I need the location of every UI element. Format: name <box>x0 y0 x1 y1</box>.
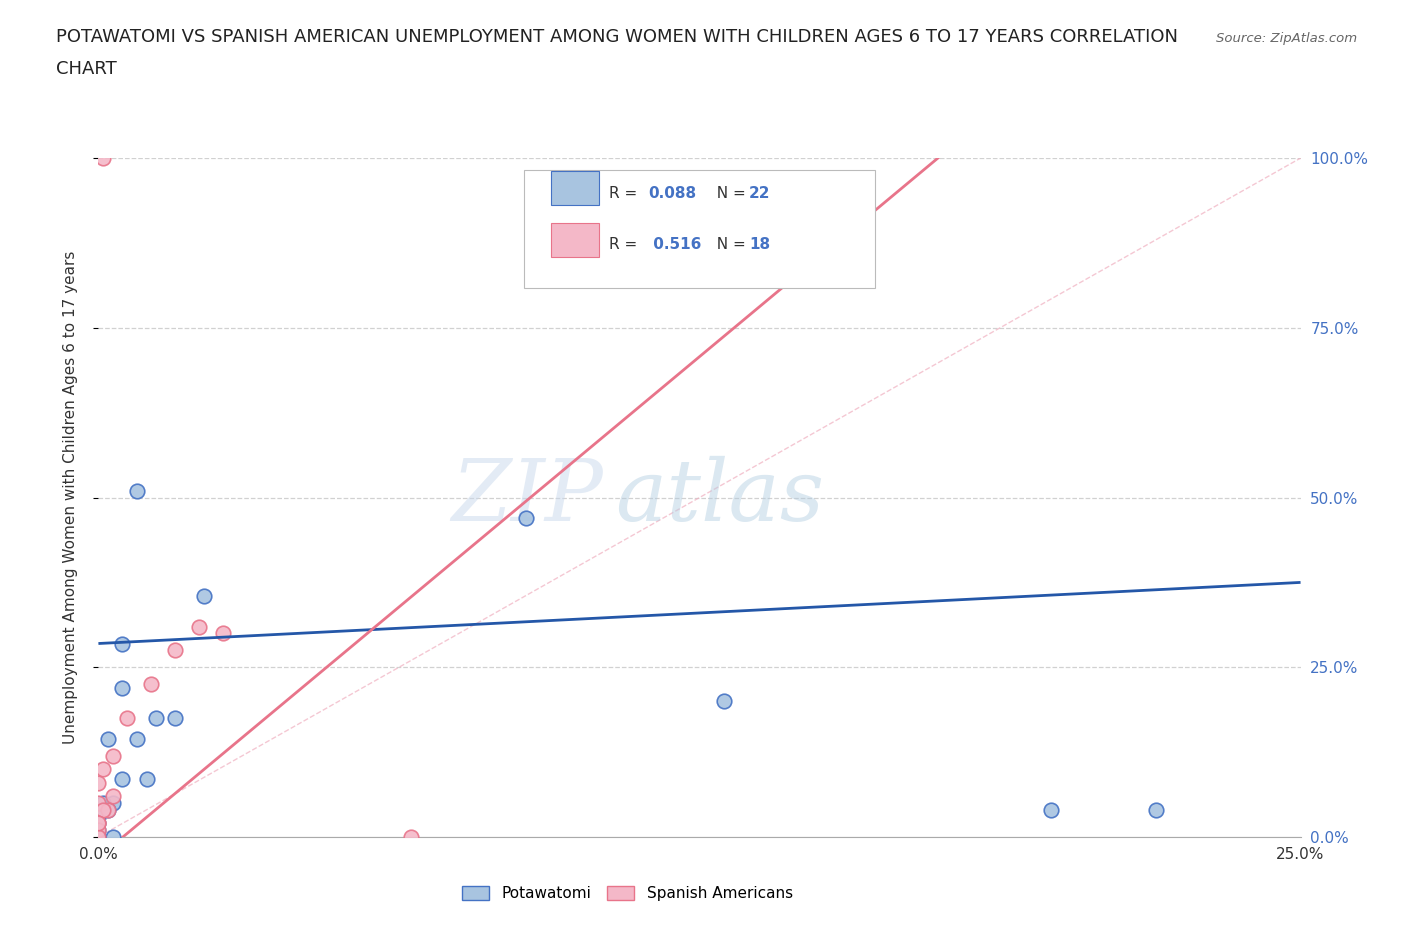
Point <box>111 636 134 651</box>
Point <box>101 830 124 844</box>
Point <box>87 776 110 790</box>
Point <box>101 789 124 804</box>
Text: POTAWATOMI VS SPANISH AMERICAN UNEMPLOYMENT AMONG WOMEN WITH CHILDREN AGES 6 TO : POTAWATOMI VS SPANISH AMERICAN UNEMPLOYM… <box>56 28 1178 46</box>
Point <box>515 511 537 525</box>
Point <box>1144 803 1167 817</box>
Text: atlas: atlas <box>616 457 824 538</box>
Point <box>193 589 215 604</box>
Text: 0.088: 0.088 <box>648 186 696 201</box>
Point <box>91 803 114 817</box>
Point <box>111 680 134 695</box>
Point <box>97 731 120 746</box>
Point <box>87 830 110 844</box>
Point <box>87 816 110 830</box>
Point <box>87 816 110 830</box>
Point <box>91 796 114 811</box>
Point <box>87 809 110 824</box>
Point <box>125 484 148 498</box>
Point <box>91 151 114 166</box>
Point <box>135 772 157 787</box>
Text: R =: R = <box>609 237 641 252</box>
Point <box>141 677 163 692</box>
Point <box>212 626 235 641</box>
Point <box>125 731 148 746</box>
Point <box>399 830 422 844</box>
Point <box>188 619 211 634</box>
Text: 0.516: 0.516 <box>648 237 702 252</box>
Point <box>713 694 735 709</box>
Point <box>101 796 124 811</box>
Point <box>87 796 110 811</box>
Point <box>111 772 134 787</box>
Point <box>165 643 187 658</box>
Point <box>87 823 110 838</box>
Text: 22: 22 <box>749 186 770 201</box>
Text: CHART: CHART <box>56 60 117 78</box>
Point <box>117 711 139 725</box>
Point <box>1039 803 1062 817</box>
Text: 18: 18 <box>749 237 770 252</box>
Text: N =: N = <box>707 237 751 252</box>
Point <box>97 803 120 817</box>
Text: Source: ZipAtlas.com: Source: ZipAtlas.com <box>1216 32 1357 45</box>
Text: ZIP: ZIP <box>451 457 603 538</box>
Y-axis label: Unemployment Among Women with Children Ages 6 to 17 years: Unemployment Among Women with Children A… <box>63 251 77 744</box>
Point <box>87 823 110 838</box>
Point <box>91 762 114 777</box>
Legend: Potawatomi, Spanish Americans: Potawatomi, Spanish Americans <box>456 880 799 908</box>
Text: N =: N = <box>707 186 751 201</box>
Point <box>97 803 120 817</box>
Point <box>87 830 110 844</box>
Point <box>145 711 167 725</box>
Point <box>101 748 124 763</box>
Point <box>87 816 110 830</box>
Text: R =: R = <box>609 186 641 201</box>
Point <box>165 711 187 725</box>
